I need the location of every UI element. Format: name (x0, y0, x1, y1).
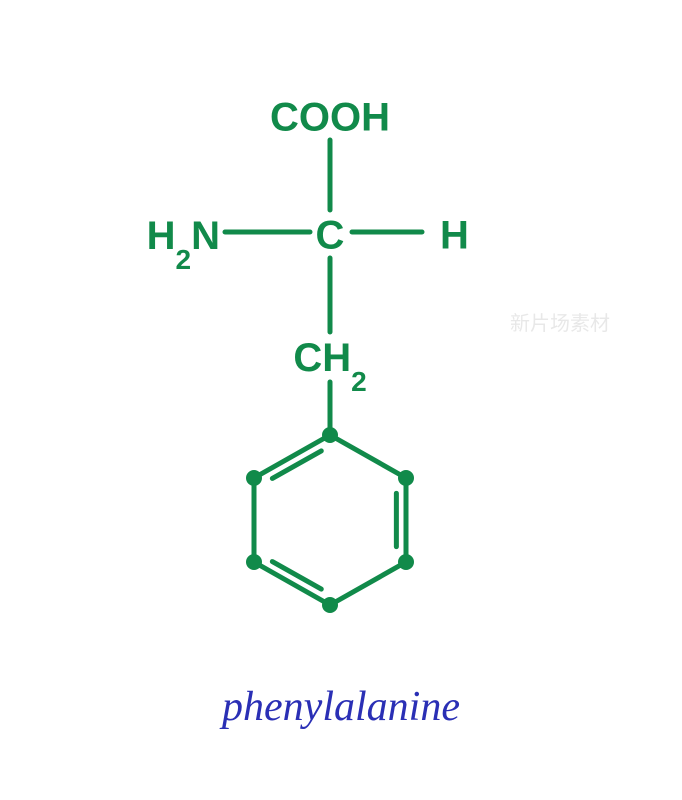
molecule-diagram: 新片场素材 COOH H2N C H CH2 phenylalanine (0, 0, 682, 800)
h2n-label: H2N (147, 214, 220, 275)
ring-bond (330, 562, 406, 605)
ring-atom-dot (398, 554, 414, 570)
ring-atom-dot (398, 470, 414, 486)
ring-bond (330, 435, 406, 478)
compound-name-caption: phenylalanine (219, 684, 460, 730)
watermark-text: 新片场素材 (510, 312, 610, 335)
ring-atom-dot (246, 470, 262, 486)
ring-bond (254, 435, 330, 478)
cooh-label: COOH (270, 96, 390, 140)
benzene-ring-atoms (246, 427, 414, 613)
benzene-ring (254, 435, 406, 605)
alpha-h-label: H (440, 214, 469, 258)
ring-atom-dot (322, 427, 338, 443)
ring-atom-dot (246, 554, 262, 570)
ring-atom-dot (322, 597, 338, 613)
alpha-carbon-label: C (316, 214, 345, 258)
bond-lines (225, 140, 422, 430)
ring-bond (254, 562, 330, 605)
